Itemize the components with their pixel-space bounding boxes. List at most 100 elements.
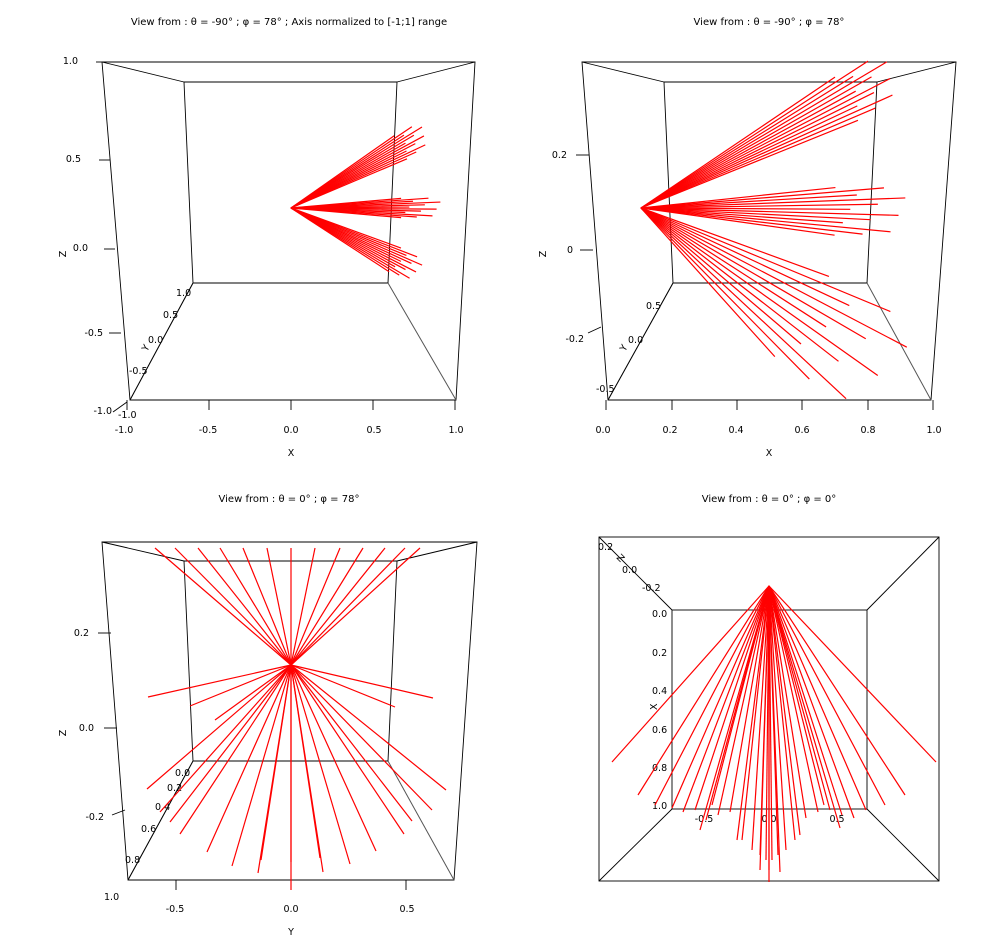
ray-line xyxy=(640,207,908,348)
ray-line xyxy=(768,585,807,819)
ray-line xyxy=(671,585,770,809)
panel-4-x-label: X xyxy=(649,703,660,710)
panel-4-title: View from : θ = 0° ; φ = 0° xyxy=(702,494,837,505)
ray-line xyxy=(768,585,886,806)
panel-4-z-tick: -0.2 xyxy=(642,583,661,594)
panel-2-y-tick: 0.0 xyxy=(628,335,643,346)
ray-line xyxy=(640,207,850,307)
ray-line xyxy=(640,90,856,209)
ray-line xyxy=(290,547,421,666)
panel-3-y-tick: 0.0 xyxy=(283,904,298,915)
panel-2-y-tick: 0.5 xyxy=(646,301,661,312)
panel-2: View from : θ = -90° ; φ = 78° 0.0 0.2 0… xyxy=(538,17,957,459)
panel-1-y-tick: 0.5 xyxy=(163,310,178,321)
ray-line xyxy=(741,585,770,841)
ray-line xyxy=(197,547,292,666)
panel-1-x-tick: 1.0 xyxy=(448,425,463,436)
panel-1-y-label: Y xyxy=(140,343,153,355)
panel-2-y-axis: 0.5 0.0 -0.5 Y xyxy=(596,282,674,401)
ray-line xyxy=(768,585,937,763)
ray-line xyxy=(290,547,316,666)
panel-1-y-axis: -1.0 -0.5 0.0 0.5 1.0 Y xyxy=(118,282,194,421)
panel-2-title: View from : θ = -90° ; φ = 78° xyxy=(694,17,845,28)
panel-4: View from : θ = 0° ; φ = 0° 0.2 0.0 -0.2… xyxy=(598,494,940,882)
ray-line xyxy=(768,585,801,836)
panel-3: View from : θ = 0° ; φ = 78° -0.5 0.0 0.… xyxy=(58,494,478,938)
panel-1-z-tick: 1.0 xyxy=(63,56,78,67)
ray-line xyxy=(640,197,906,209)
panel-2-x-tick: 0.2 xyxy=(662,425,677,436)
panel-2-y-tick: -0.5 xyxy=(596,384,615,395)
panel-1-title: View from : θ = -90° ; φ = 78° ; Axis no… xyxy=(131,17,447,28)
panel-4-x-tick: 0.4 xyxy=(652,686,667,697)
ray-line xyxy=(206,664,292,853)
panel-2-z-axis: 0.2 0 -0.2 Z xyxy=(538,150,602,345)
ray-line xyxy=(231,664,292,867)
ray-line xyxy=(290,664,321,859)
ray-line xyxy=(768,585,841,829)
panel-4-y-axis: -0.5 0.0 0.5 xyxy=(695,814,845,825)
panel-3-title: View from : θ = 0° ; φ = 78° xyxy=(219,494,360,505)
ray-line xyxy=(640,207,802,345)
ray-line xyxy=(640,119,859,209)
ray-line xyxy=(147,664,292,698)
ray-line xyxy=(640,207,835,236)
ray-line xyxy=(768,585,843,816)
ray-line xyxy=(290,664,405,835)
ray-line xyxy=(640,207,867,340)
panel-3-box xyxy=(101,541,478,881)
ray-line xyxy=(290,547,386,666)
ray-line xyxy=(290,547,341,666)
ray-line xyxy=(759,585,770,871)
ray-line xyxy=(290,135,395,209)
ray-line xyxy=(290,207,402,249)
panel-1-x-tick: 0.0 xyxy=(283,425,298,436)
panel-1-y-tick: -1.0 xyxy=(118,410,137,421)
ray-line xyxy=(729,585,770,813)
ray-line xyxy=(640,207,827,328)
ray-line xyxy=(711,585,770,806)
ray-line xyxy=(154,547,292,666)
ray-line xyxy=(640,187,885,209)
ray-line xyxy=(290,197,402,209)
ray-line xyxy=(640,203,878,209)
ray-line xyxy=(699,585,770,831)
ray-line xyxy=(290,664,396,708)
panel-2-rays xyxy=(640,60,908,400)
ray-line xyxy=(751,585,770,851)
ray-line xyxy=(640,207,899,216)
panel-1-z-label: Z xyxy=(58,250,69,257)
panel-4-x-axis: 0.0 0.2 0.4 0.6 0.8 1.0 X xyxy=(649,609,667,812)
panel-3-x-tick: 0.2 xyxy=(167,783,182,794)
ray-line xyxy=(637,585,770,796)
panel-3-x-tick: 0.4 xyxy=(155,802,170,813)
panel-1-y-tick: 0.0 xyxy=(148,335,163,346)
ray-line xyxy=(768,585,855,819)
ray-line xyxy=(179,664,292,835)
panel-1: View from : θ = -90° ; φ = 78° ; Axis no… xyxy=(58,17,476,459)
panel-3-z-tick: 0.2 xyxy=(74,628,89,639)
panel-4-z-tick: 0.2 xyxy=(598,542,613,553)
ray-line xyxy=(290,664,413,822)
panel-1-rays xyxy=(290,126,441,279)
ray-line xyxy=(640,207,863,235)
ray-line xyxy=(290,664,377,852)
ray-line xyxy=(640,186,836,209)
ray-line xyxy=(290,664,434,699)
panel-3-rays xyxy=(146,547,447,890)
ray-line xyxy=(169,664,292,823)
ray-line xyxy=(640,76,872,209)
ray-line xyxy=(640,207,847,400)
ray-line xyxy=(768,585,906,796)
ray-line xyxy=(219,547,292,666)
ray-line xyxy=(768,585,867,811)
panel-4-x-tick: 0.6 xyxy=(652,725,667,736)
panel-2-x-axis: 0.0 0.2 0.4 0.6 0.8 1.0 X xyxy=(595,400,942,459)
panel-2-y-label: Y xyxy=(618,343,631,355)
ray-line xyxy=(290,664,351,865)
panel-4-x-tick: 0.2 xyxy=(652,648,667,659)
ray-line xyxy=(640,207,851,210)
ray-line xyxy=(290,664,447,791)
ray-line xyxy=(640,207,891,313)
ray-line xyxy=(189,664,292,707)
